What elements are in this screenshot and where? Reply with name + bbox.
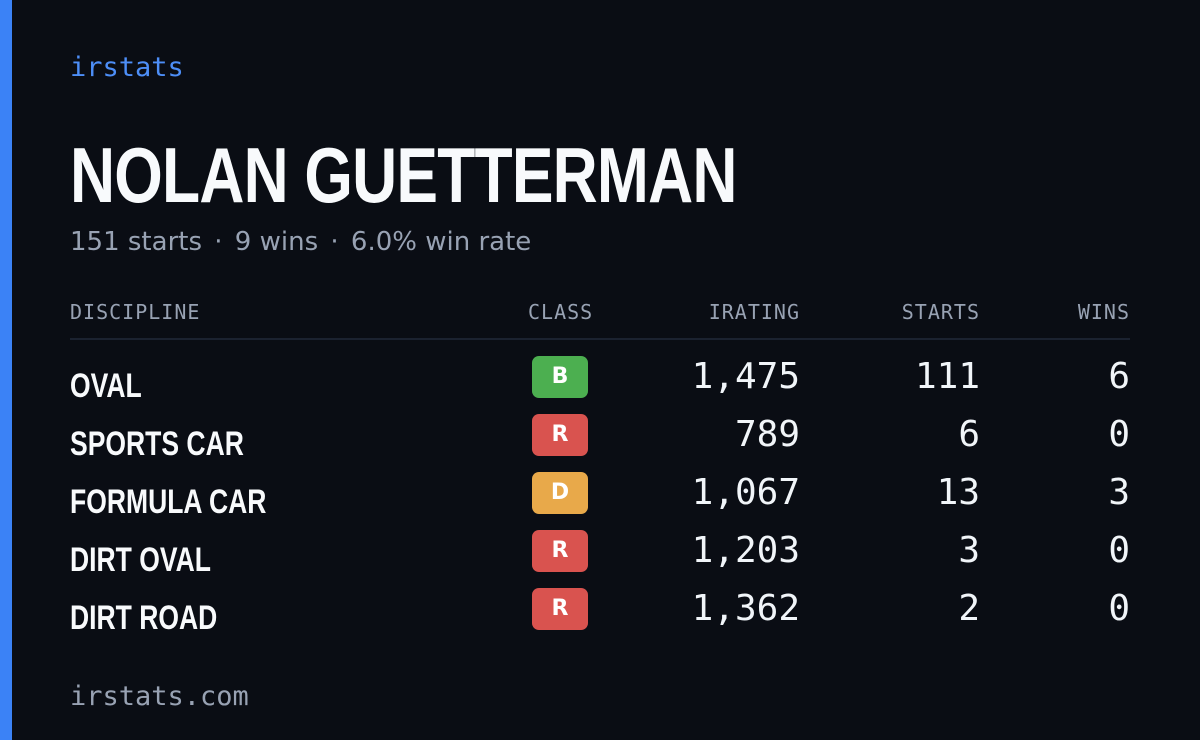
table-body: OVAL B 1,475 111 6 SPORTS CAR R 789 6 0 … [70,356,1130,646]
starts-value: 111 [914,356,980,397]
table-row: DIRT OVAL R 1,203 3 0 [70,530,1130,588]
irating-value: 789 [734,414,800,455]
class-badge: D [532,472,588,514]
irating-value: 1,067 [691,472,800,513]
starts-value: 6 [958,414,980,455]
wins-value: 0 [1108,530,1130,571]
starts-value: 3 [958,530,980,571]
class-badge: R [532,530,588,572]
wins-value: 6 [1108,356,1130,397]
starts-value: 2 [958,588,980,629]
table-header: DISCIPLINE CLASS IRATING STARTS WINS [70,300,1130,340]
table-row: SPORTS CAR R 789 6 0 [70,414,1130,472]
irating-value: 1,475 [691,356,800,397]
driver-name: NOLAN GUETTERMAN [70,131,737,219]
driver-summary: 151 starts · 9 wins · 6.0% win rate [70,229,531,255]
table-row: DIRT ROAD R 1,362 2 0 [70,588,1130,646]
header-starts: STARTS [901,300,980,324]
discipline-table: DISCIPLINE CLASS IRATING STARTS WINS OVA… [70,300,1130,646]
wins-summary: 9 wins [234,227,319,257]
discipline-name: DIRT ROAD [70,599,218,637]
discipline-name: DIRT OVAL [70,541,211,579]
separator-dot: · [214,227,223,257]
table-row: OVAL B 1,475 111 6 [70,356,1130,414]
discipline-name: SPORTS CAR [70,425,244,463]
header-wins: WINS [1077,300,1130,324]
discipline-name: OVAL [70,367,142,405]
discipline-name: FORMULA CAR [70,483,267,521]
header-discipline: DISCIPLINE [70,300,201,324]
header-class: CLASS [528,300,594,324]
irating-value: 1,362 [691,588,800,629]
accent-bar [0,0,12,740]
irating-value: 1,203 [691,530,800,571]
wins-value: 3 [1108,472,1130,513]
footer-url: irstats.com [70,681,249,712]
starts-value: 13 [936,472,980,513]
class-badge: R [532,414,588,456]
starts-summary: 151 starts [70,227,202,257]
separator-dot: · [330,227,339,257]
table-row: FORMULA CAR D 1,067 13 3 [70,472,1130,530]
win-rate-summary: 6.0% win rate [350,227,532,257]
class-badge: B [532,356,588,398]
wins-value: 0 [1108,414,1130,455]
class-badge: R [532,588,588,630]
brand-logo-text: irstats [70,52,184,83]
wins-value: 0 [1108,588,1130,629]
header-irating: IRATING [708,300,800,324]
